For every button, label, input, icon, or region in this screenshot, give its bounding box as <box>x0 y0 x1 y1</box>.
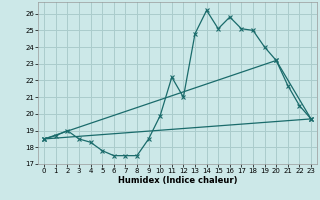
X-axis label: Humidex (Indice chaleur): Humidex (Indice chaleur) <box>118 176 237 185</box>
